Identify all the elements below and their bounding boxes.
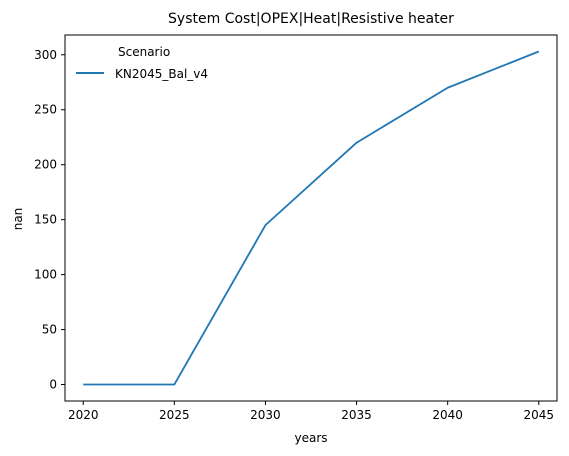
x-tick-label-3: 2035 bbox=[341, 408, 372, 422]
y-tick-label-4: 200 bbox=[34, 158, 57, 172]
y-tick-label-3: 150 bbox=[34, 213, 57, 227]
x-axis: 2020 2025 2030 2035 2040 2045 bbox=[68, 401, 554, 422]
x-tick-label-5: 2045 bbox=[524, 408, 555, 422]
y-tick-label-6: 300 bbox=[34, 48, 57, 62]
y-tick-label-1: 50 bbox=[42, 323, 57, 337]
x-tick-label-2: 2030 bbox=[250, 408, 281, 422]
legend-title: Scenario bbox=[118, 45, 170, 59]
x-axis-title: years bbox=[294, 431, 327, 445]
legend-label-series-0: KN2045_Bal_v4 bbox=[115, 67, 208, 81]
y-tick-label-0: 0 bbox=[49, 378, 57, 392]
y-tick-label-2: 100 bbox=[34, 268, 57, 282]
y-axis: 0 50 100 150 200 250 300 bbox=[34, 48, 65, 392]
x-tick-label-1: 2025 bbox=[159, 408, 190, 422]
y-axis-title: nan bbox=[11, 208, 25, 231]
x-tick-label-4: 2040 bbox=[432, 408, 463, 422]
y-tick-label-5: 250 bbox=[34, 103, 57, 117]
series-line-0 bbox=[83, 50, 540, 386]
x-tick-label-0: 2020 bbox=[68, 408, 99, 422]
chart-title: System Cost|OPEX|Heat|Resistive heater bbox=[168, 11, 454, 27]
plot-area bbox=[83, 50, 540, 386]
legend: Scenario KN2045_Bal_v4 bbox=[76, 45, 208, 81]
plot-frame bbox=[64, 34, 558, 402]
